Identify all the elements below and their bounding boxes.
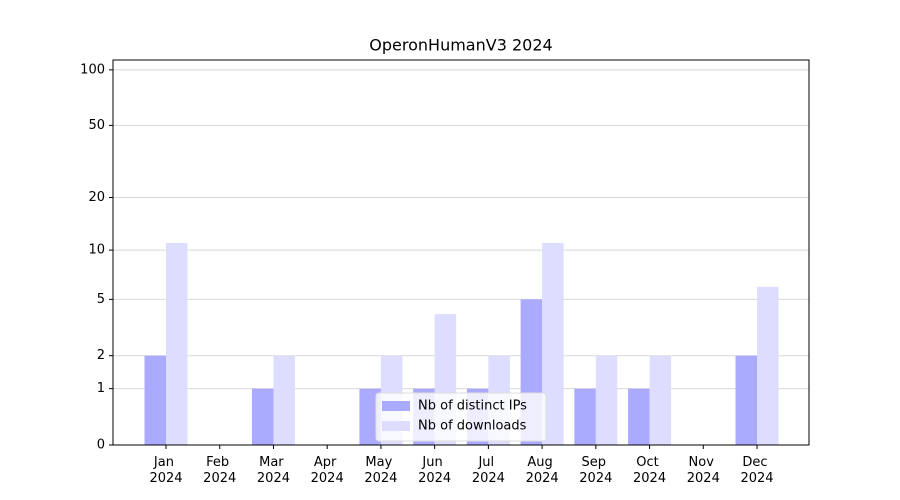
chart-title: OperonHumanV3 2024 xyxy=(369,36,552,55)
x-tick-label: Apr 2024 xyxy=(311,455,344,486)
x-tick-label: Jul 2024 xyxy=(472,455,505,486)
bar xyxy=(757,286,779,445)
x-tick-label: Nov 2024 xyxy=(687,455,720,486)
axes: 0 1 2 5 10 20 50 100 Jan 2024 Feb 2024 Mar 2024 Apr… xyxy=(80,59,810,486)
x-tick-label: Sep 2024 xyxy=(579,455,612,486)
x-tick-label: Feb 2024 xyxy=(203,455,236,486)
legend: Nb of distinct IPs Nb of downloads xyxy=(375,392,547,442)
y-tick-label: 5 xyxy=(97,292,105,307)
y-tick-label: 0 xyxy=(97,438,105,453)
x-tick-label: Aug 2024 xyxy=(526,455,559,486)
x-tick-label: Mar 2024 xyxy=(257,455,290,486)
legend-swatch xyxy=(382,421,410,431)
bar xyxy=(649,355,672,445)
legend-box xyxy=(375,392,547,442)
x-tick-label: Jun 2024 xyxy=(418,455,451,486)
bar xyxy=(595,355,618,445)
legend-label: Nb of downloads xyxy=(418,419,527,434)
bar xyxy=(166,243,188,445)
plot-frame xyxy=(112,59,810,446)
y-tick-label: 50 xyxy=(88,118,105,133)
x-tick-label: Jan 2024 xyxy=(149,455,182,486)
x-tick-label: Oct 2024 xyxy=(633,455,666,486)
y-tick-label: 20 xyxy=(88,190,105,205)
x-tick-label: May 2024 xyxy=(364,455,397,486)
bar xyxy=(574,388,596,445)
y-tick-label: 2 xyxy=(97,348,105,363)
bar xyxy=(542,243,564,445)
bar xyxy=(735,355,758,445)
bar xyxy=(144,355,166,445)
bar xyxy=(251,388,274,445)
legend-swatch xyxy=(382,401,410,411)
y-tick-label: 10 xyxy=(88,243,105,258)
legend-label: Nb of distinct IPs xyxy=(418,399,527,414)
y-tick-label: 100 xyxy=(80,62,105,77)
bar xyxy=(273,355,295,445)
x-tick-label: Dec 2024 xyxy=(740,455,773,486)
bar xyxy=(628,388,650,445)
y-tick-label: 1 xyxy=(97,381,105,396)
